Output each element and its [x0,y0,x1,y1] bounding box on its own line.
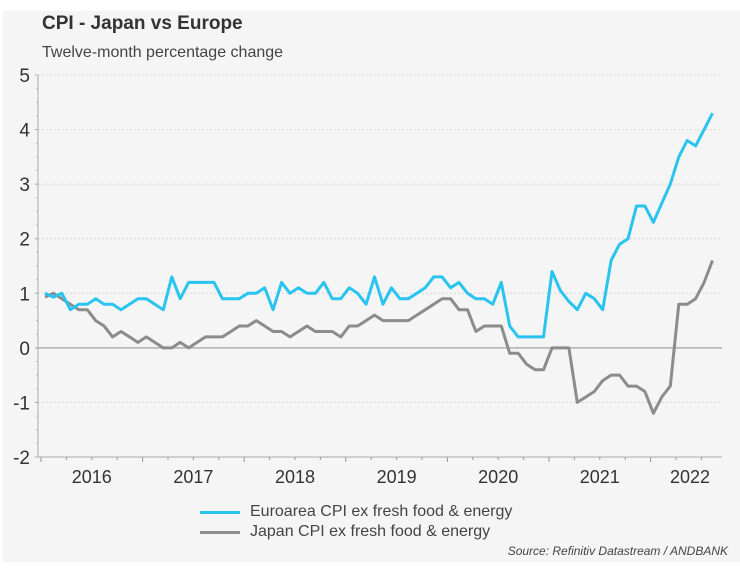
x-tick-label: 2021 [580,467,620,487]
y-tick-label: 0 [19,339,30,360]
x-tick-label: 2020 [478,467,518,487]
legend-item-japan: Japan CPI ex fresh food & energy [200,522,512,542]
x-tick-label: 2017 [173,467,213,487]
x-tick-label: 2016 [72,467,112,487]
x-tick-label: 2019 [377,467,417,487]
y-tick-label: 4 [19,121,30,142]
y-tick-label: 1 [19,284,30,305]
legend: Euroarea CPI ex fresh food & energy Japa… [200,502,512,542]
legend-label-japan: Japan CPI ex fresh food & energy [250,523,491,540]
chart-title: CPI - Japan vs Europe [42,13,243,34]
y-tick-label: -1 [13,393,30,414]
series-line-euroarea [44,112,714,339]
chart-subtitle: Twelve-month percentage change [42,44,284,61]
series-line-japan [44,259,714,415]
legend-swatch-japan [200,530,240,534]
legend-item-euroarea: Euroarea CPI ex fresh food & energy [200,502,512,522]
legend-swatch-euroarea [200,510,240,514]
source-note: Source: Refinitiv Datastream / ANDBANK [507,544,728,558]
y-tick-label: -2 [13,448,30,469]
x-tick-label: 2018 [275,467,315,487]
y-tick-label: 2 [19,230,30,251]
legend-label-euroarea: Euroarea CPI ex fresh food & energy [250,503,513,520]
y-tick-label: 3 [19,175,30,196]
y-tick-label: 5 [19,66,30,87]
x-tick-label: 2022 [670,467,710,487]
